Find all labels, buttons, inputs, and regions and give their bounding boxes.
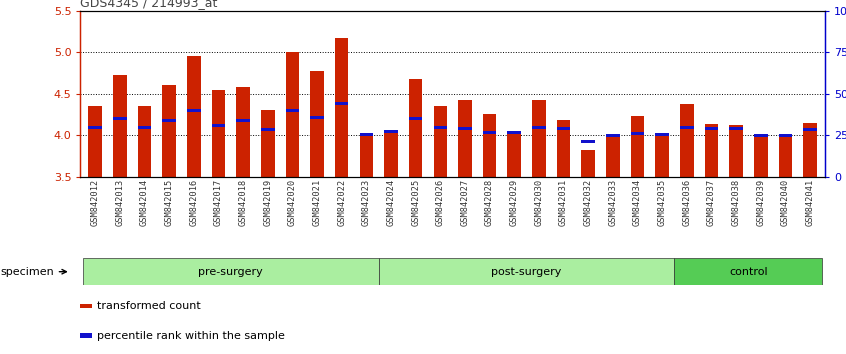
Bar: [606, 136, 619, 177]
Bar: [532, 99, 546, 177]
Bar: [656, 133, 669, 136]
Text: specimen: specimen: [0, 267, 66, 277]
Bar: [754, 134, 767, 137]
Bar: [360, 135, 373, 177]
Bar: [557, 120, 570, 177]
Bar: [729, 125, 743, 177]
Bar: [433, 106, 447, 177]
Bar: [680, 126, 694, 129]
Bar: [83, 258, 379, 285]
Bar: [631, 116, 645, 177]
Bar: [804, 128, 817, 131]
Bar: [162, 86, 176, 177]
Bar: [335, 38, 349, 177]
Bar: [778, 134, 792, 137]
Bar: [335, 102, 349, 105]
Bar: [409, 117, 422, 120]
Text: GDS4345 / 214993_at: GDS4345 / 214993_at: [80, 0, 217, 10]
Bar: [459, 127, 472, 130]
Bar: [80, 333, 91, 338]
Bar: [532, 126, 546, 129]
Bar: [384, 130, 398, 133]
Bar: [409, 79, 422, 177]
Bar: [261, 110, 274, 177]
Bar: [286, 109, 299, 112]
Bar: [483, 131, 497, 135]
Bar: [113, 117, 127, 120]
Text: percentile rank within the sample: percentile rank within the sample: [96, 331, 284, 341]
Bar: [236, 119, 250, 122]
Bar: [80, 304, 91, 308]
Bar: [656, 135, 669, 177]
Bar: [483, 114, 497, 177]
Bar: [557, 127, 570, 130]
Bar: [310, 116, 324, 119]
Bar: [778, 137, 792, 177]
Bar: [754, 135, 767, 177]
Bar: [804, 123, 817, 177]
Bar: [459, 99, 472, 177]
Bar: [236, 87, 250, 177]
Bar: [729, 127, 743, 130]
Bar: [508, 133, 521, 177]
Bar: [631, 132, 645, 135]
Bar: [379, 258, 674, 285]
Bar: [261, 128, 274, 131]
Bar: [433, 126, 447, 129]
Bar: [286, 52, 299, 177]
Bar: [138, 106, 151, 177]
Text: control: control: [729, 267, 767, 277]
Bar: [705, 127, 718, 130]
Bar: [187, 109, 201, 112]
Bar: [113, 75, 127, 177]
Bar: [162, 119, 176, 122]
Bar: [212, 124, 225, 127]
Bar: [384, 131, 398, 177]
Bar: [508, 131, 521, 135]
Bar: [581, 150, 595, 177]
Bar: [705, 124, 718, 177]
Bar: [360, 133, 373, 136]
Bar: [138, 126, 151, 129]
Bar: [88, 106, 102, 177]
Bar: [680, 104, 694, 177]
Bar: [310, 70, 324, 177]
Bar: [88, 126, 102, 129]
Text: transformed count: transformed count: [96, 301, 201, 311]
Bar: [606, 134, 619, 137]
Bar: [581, 140, 595, 143]
Bar: [212, 90, 225, 177]
Bar: [187, 56, 201, 177]
Text: post-surgery: post-surgery: [492, 267, 562, 277]
Text: pre-surgery: pre-surgery: [198, 267, 263, 277]
Bar: [674, 258, 822, 285]
